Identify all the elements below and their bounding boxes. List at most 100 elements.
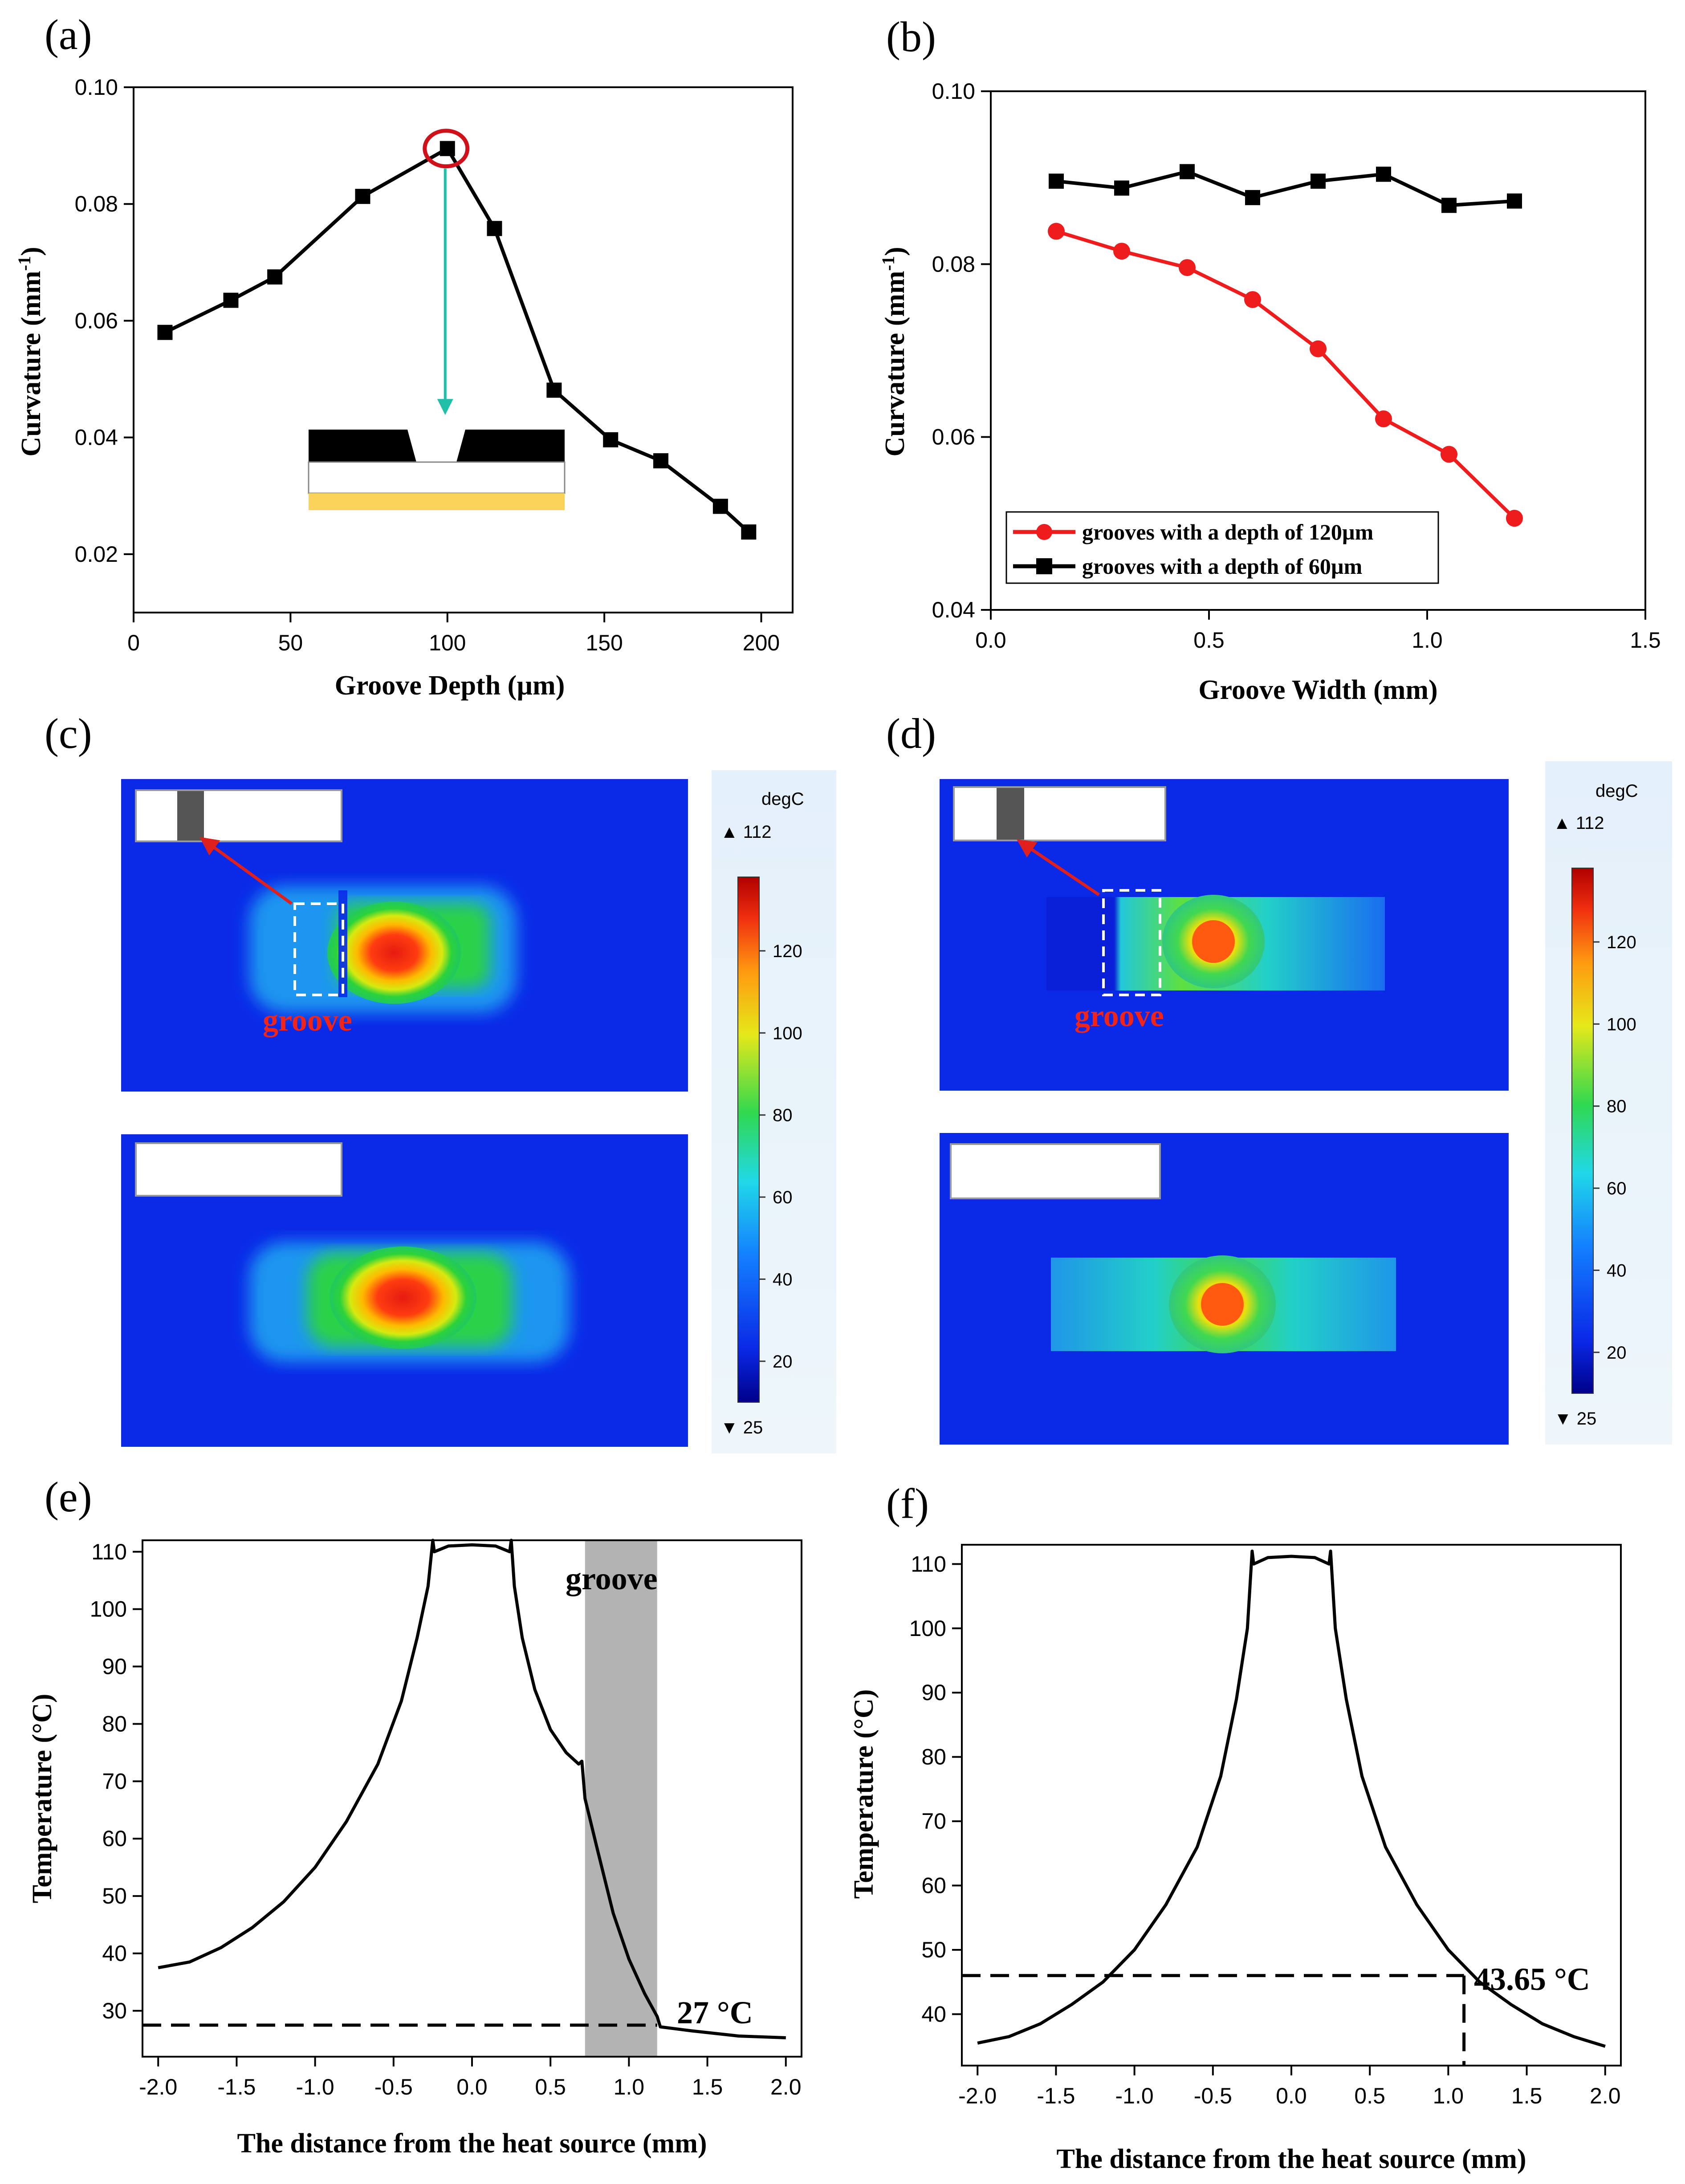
colorbar-c-panel bbox=[712, 770, 836, 1453]
chart-e-xtick-label: -1.5 bbox=[217, 2074, 256, 2099]
heatmap-c-bottom-hotspot bbox=[330, 1246, 476, 1349]
heatmap-d-top-inset bbox=[953, 786, 1166, 841]
chart-b-series-0-line bbox=[1055, 229, 1516, 520]
chart-b-series-1-line bbox=[1056, 170, 1515, 207]
colorbar-d-tick-label: 40 bbox=[1607, 1261, 1627, 1280]
groove-label-d: groove bbox=[1074, 999, 1164, 1033]
panel-label-c: (c) bbox=[45, 710, 92, 757]
chart-a-frame bbox=[133, 86, 794, 613]
chart-b-series-1-point bbox=[1507, 193, 1522, 209]
chart-a-ytick-label: 0.02 bbox=[75, 542, 118, 567]
chart-f-xtick-label: 1.0 bbox=[1433, 2083, 1464, 2108]
chart-e-ytick-label: 110 bbox=[91, 1539, 127, 1564]
chart-a-series-0-point bbox=[440, 141, 455, 156]
chart-e-xtick-label: 1.5 bbox=[692, 2074, 723, 2099]
chart-a-series-0-point bbox=[487, 221, 502, 236]
colorbar-c-tick-label: 120 bbox=[773, 942, 802, 961]
chart-b-ytick-label: 0.08 bbox=[932, 252, 975, 276]
chart-a-series-0-point bbox=[223, 292, 239, 308]
chart-a-xlabel: Groove Depth (µm) bbox=[335, 670, 565, 701]
chart-e-ytick-label: 50 bbox=[102, 1884, 127, 1908]
chart-a-series-0-point bbox=[355, 189, 370, 204]
chart-e-series bbox=[142, 1539, 786, 2039]
panel-label-e: (e) bbox=[45, 1473, 92, 1521]
chart-f-xlabel: The distance from the heat source (mm) bbox=[1057, 2144, 1526, 2174]
chart-b-series-1-point bbox=[1245, 190, 1260, 205]
chart-a-series-0-point bbox=[741, 524, 757, 540]
chart-a-xtick-label: 0 bbox=[127, 630, 140, 655]
chart-a-series-0-point bbox=[653, 453, 668, 469]
chart-a-series-0-point bbox=[712, 499, 728, 514]
chart-e-xtick-label: -2.0 bbox=[139, 2074, 177, 2099]
heatmap-d-top-core bbox=[1192, 920, 1235, 963]
colorbar-d-panel bbox=[1545, 761, 1672, 1445]
chart-e-ytick-label: 60 bbox=[102, 1826, 127, 1851]
chart-a-ylabel: Curvature (mm-1) bbox=[14, 247, 46, 456]
heatmap-c-top-hotspot bbox=[327, 901, 461, 1004]
chart-f-ticks: -2.0 -1.5 -1.0 -0.5 0.0 0.5 1.0 1.5 2.0 40 50 60 70 8… bbox=[909, 1551, 1621, 2108]
chart-f: -2.0 -1.5 -1.0 -0.5 0.0 0.5 1.0 1.5 2.0 40 50 60 70 8… bbox=[849, 1544, 1622, 2174]
chart-f-temperature-curve bbox=[977, 1549, 1606, 2048]
chart-e-ytick-label: 30 bbox=[102, 1998, 127, 2023]
chart-b-series-1-point bbox=[1114, 180, 1129, 196]
colorbar-d-tick-label: 60 bbox=[1607, 1179, 1627, 1198]
colorbar-c-ticks: 20 40 60 80 100 120 bbox=[759, 942, 802, 1372]
chart-a-xtick-label: 50 bbox=[278, 630, 303, 655]
chart-a: 0 50 100 150 200 0.02 0.04 0.06 0.08 0.10 Groove … bbox=[14, 75, 794, 701]
chart-e-xtick-label: 0.0 bbox=[456, 2074, 488, 2099]
heatmap-d-top-inset-groove bbox=[997, 788, 1024, 840]
chart-f-ytick-label: 110 bbox=[911, 1551, 946, 1576]
chart-f-xtick-label: 0.0 bbox=[1276, 2083, 1307, 2108]
heatmap-c-top-inset bbox=[135, 789, 342, 842]
colorbar-c-max: ▲ 112 bbox=[720, 822, 771, 842]
chart-a-ytick-label: 0.06 bbox=[75, 308, 118, 333]
chart-b-series-0-point bbox=[1310, 340, 1327, 357]
chart-a-xtick-label: 200 bbox=[743, 630, 780, 655]
chart-b-series-0-point bbox=[1506, 510, 1523, 527]
chart-f-ytick-label: 40 bbox=[921, 2001, 946, 2026]
chart-a-ytick-label: 0.08 bbox=[75, 191, 118, 216]
colorbar-c-bar bbox=[737, 877, 760, 1403]
chart-b-ylabel: Curvature (mm-1) bbox=[878, 247, 910, 456]
chart-e-ytick-label: 100 bbox=[90, 1597, 127, 1622]
chart-e-temperature-curve bbox=[158, 1539, 786, 2039]
colorbar-d-tick-label: 100 bbox=[1607, 1015, 1636, 1034]
chart-a-ytick-label: 0.04 bbox=[75, 425, 118, 450]
chart-a-series-0-point bbox=[157, 325, 173, 340]
heatmap-c-bottom-inset bbox=[135, 1142, 342, 1197]
chart-b-series bbox=[1048, 164, 1523, 527]
chart-e-ytick-label: 80 bbox=[102, 1711, 127, 1736]
chart-a-series-0-point bbox=[546, 382, 562, 398]
colorbar-c-tick-label: 60 bbox=[773, 1188, 793, 1207]
chart-b-series-0-point bbox=[1375, 410, 1392, 427]
chart-e-xtick-label: 1.0 bbox=[614, 2074, 645, 2099]
legend-marker-60 bbox=[1036, 558, 1052, 574]
chart-e-xtick-label: 0.5 bbox=[535, 2074, 566, 2099]
chart-f-ylabel: Temperature (°C) bbox=[849, 1689, 879, 1899]
chart-e-ticks: -2.0 -1.5 -1.0 -0.5 0.0 0.5 1.0 1.5 2.0 30 40 50 60 7… bbox=[90, 1539, 802, 2099]
colorbar-d-ticks: 20 40 60 80 100 120 bbox=[1593, 933, 1636, 1363]
chart-f-annotation: 43.65 °C bbox=[1474, 1961, 1590, 1997]
chart-b-series-1-point bbox=[1180, 164, 1195, 179]
chart-e-groove-region bbox=[585, 1540, 657, 2057]
chart-e-groove-label: groove bbox=[566, 1561, 658, 1596]
chart-e-ytick-label: 90 bbox=[102, 1654, 127, 1679]
chart-e-xtick-label: 2.0 bbox=[770, 2074, 802, 2099]
colorbar-c-tick-label: 40 bbox=[773, 1270, 793, 1289]
heatmap-c: groove degC ▲ 112 20 40 60 80 100 120 ▼ 25 bbox=[121, 770, 836, 1453]
chart-e-xtick-label: -1.0 bbox=[296, 2074, 334, 2099]
colorbar-d-unit: degC bbox=[1595, 781, 1638, 801]
colorbar-d-min: ▼ 25 bbox=[1554, 1409, 1596, 1429]
chart-b-series-1-point bbox=[1376, 166, 1391, 182]
chart-a-series-0-point bbox=[603, 432, 619, 447]
chart-a-ytick-label: 0.10 bbox=[75, 75, 118, 100]
chart-f-ytick-label: 100 bbox=[909, 1616, 946, 1641]
colorbar-c-min: ▼ 25 bbox=[720, 1418, 763, 1437]
chart-b-ticks: 0.0 0.5 1.0 1.5 0.04 0.06 0.08 0.10 bbox=[932, 79, 1661, 653]
legend-label-60: grooves with a depth of 60µm bbox=[1082, 554, 1362, 579]
chart-b: 0.0 0.5 1.0 1.5 0.04 0.06 0.08 0.10 Groove Widt… bbox=[878, 79, 1661, 705]
chart-b-series-1-point bbox=[1311, 173, 1326, 189]
groove-box-c bbox=[293, 902, 344, 996]
chart-f-xtick-label: -0.5 bbox=[1194, 2083, 1232, 2108]
